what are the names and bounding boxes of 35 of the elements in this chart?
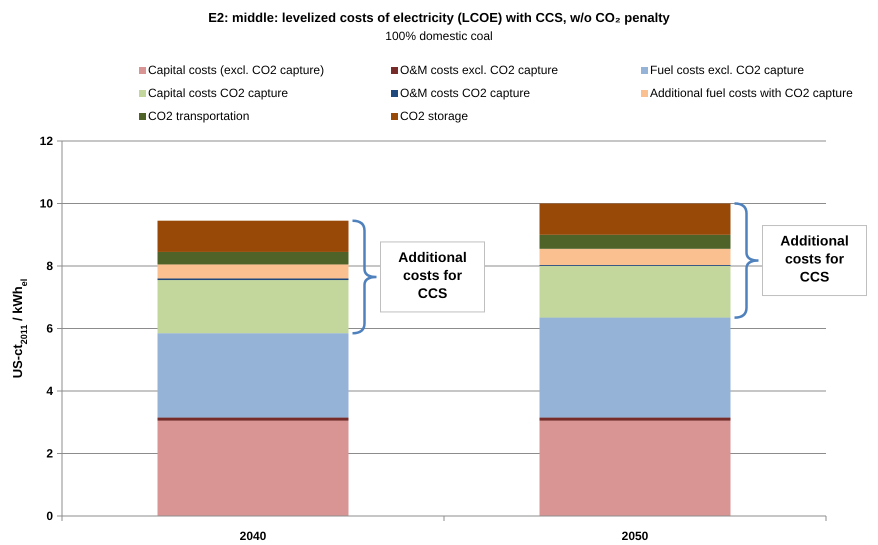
y-tick-label: 10 bbox=[40, 196, 54, 210]
bar bbox=[540, 418, 730, 421]
legend-label: Additional fuel costs with CO2 capture bbox=[650, 86, 854, 100]
legend-label: CO2 transportation bbox=[148, 109, 250, 123]
bar bbox=[540, 234, 730, 249]
y-tick-label: 6 bbox=[46, 322, 54, 336]
annotation: Additional costs for CCS bbox=[398, 248, 467, 301]
bar bbox=[158, 220, 348, 252]
chart-subtitle: 100% domestic coal bbox=[385, 29, 493, 43]
bar bbox=[540, 204, 730, 235]
bar bbox=[540, 318, 730, 418]
bar bbox=[158, 252, 348, 264]
y-tick-label: 2 bbox=[46, 446, 54, 460]
legend-label: Fuel costs excl. CO2 capture bbox=[650, 63, 804, 77]
bar bbox=[158, 420, 348, 516]
bar bbox=[158, 280, 348, 334]
bar bbox=[158, 418, 348, 421]
legend-label: CO2 storage bbox=[400, 109, 468, 123]
bar bbox=[540, 420, 730, 516]
y-tick-label: 12 bbox=[40, 134, 54, 148]
y-tick-label: 8 bbox=[46, 259, 54, 273]
legend-label: O&M costs CO2 capture bbox=[400, 86, 530, 100]
y-tick-label: 0 bbox=[46, 509, 54, 523]
bar bbox=[158, 333, 348, 418]
legend-label: Capital costs CO2 capture bbox=[148, 86, 288, 100]
bar bbox=[158, 264, 348, 278]
x-tick-label: 2040 bbox=[240, 529, 267, 543]
bar bbox=[540, 248, 730, 266]
y-tick-label: 4 bbox=[46, 384, 54, 398]
annotation: Additional costs for CCS bbox=[780, 232, 849, 285]
x-tick-label: 2050 bbox=[622, 529, 649, 543]
bar bbox=[540, 266, 730, 318]
chart-title: E2: middle: levelized costs of electricity (LCOE) with CCS, w/o CO₂ penalty bbox=[208, 10, 671, 25]
legend-label: O&M costs excl. CO2 capture bbox=[400, 63, 558, 77]
legend-label: Capital costs (excl. CO2 capture) bbox=[148, 63, 324, 77]
